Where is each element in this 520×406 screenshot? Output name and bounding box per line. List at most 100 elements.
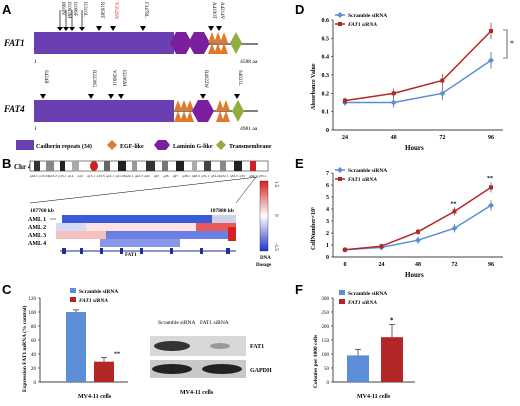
fat4-egf-domains xyxy=(174,100,194,122)
c-ytick: 20 xyxy=(31,367,37,372)
f-ytick: 100 xyxy=(322,353,330,358)
f-ytick: 300 xyxy=(322,297,330,302)
row-label-aml4: AML 4 xyxy=(28,241,46,247)
legend-laminin-label: Laminin G-like xyxy=(173,144,213,150)
copy-number-diagram: Chr 4 p16.1 p15.33 p15.2 p15.1 p14 q12 q13.1 q1… xyxy=(14,160,278,268)
dChart-point xyxy=(391,91,396,96)
row-label-aml1: AML 1 xyxy=(28,217,46,223)
eChart-point xyxy=(451,225,458,232)
eChart-ytick: 7 xyxy=(326,171,329,177)
dChart-xtick: 24 xyxy=(342,135,348,141)
dChart-ytick: 0.6 xyxy=(322,18,330,24)
f-ytick: 0 xyxy=(327,381,330,386)
chromosome-ideogram xyxy=(29,160,269,172)
gene-track xyxy=(60,248,236,254)
svg-text:R1958T: R1958T xyxy=(99,2,104,18)
fat1-mutation-8: A4214V xyxy=(216,2,224,31)
c-ytick: 120 xyxy=(29,297,37,302)
western-blot: Scramble siRNA FAT1 siRNA FAT1 GAPDH MV4… xyxy=(150,320,272,396)
c-legend-fat1: FAT1 siRNA xyxy=(79,298,108,304)
blot-fat1-label: FAT1 xyxy=(250,344,264,350)
svg-text:0: 0 xyxy=(273,214,278,217)
f-legend-fat1: FAT1 siRNA xyxy=(348,300,377,306)
svg-text:FAT1 siRNA: FAT1 siRNA xyxy=(200,320,229,326)
eChart-point xyxy=(489,185,493,190)
fat1-laminin-domain-1 xyxy=(170,32,192,54)
eChart-xtick: 24 xyxy=(379,262,385,268)
f-legend-red-swatch xyxy=(339,299,345,304)
svg-text:V2529X: V2529X xyxy=(113,2,118,20)
eChart-ytick: 1 xyxy=(326,243,329,249)
c-legend-red-swatch xyxy=(70,297,76,302)
band-label: q21.23 xyxy=(116,174,126,178)
fat4-laminin-domain xyxy=(192,100,214,122)
f-ytick: 200 xyxy=(322,325,330,330)
eChart-point xyxy=(343,247,347,252)
fat4-egf-domains-2 xyxy=(216,100,230,122)
svg-text:1.5: 1.5 xyxy=(273,181,278,188)
dChart-series-0 xyxy=(345,59,492,104)
dChart-ytick: 0.4 xyxy=(322,55,330,61)
legend-cadherin-label: Cadherin repeats (34) xyxy=(36,143,92,150)
f-ytick: 250 xyxy=(322,311,330,316)
band-label: p16.1 xyxy=(30,174,38,178)
f-ylabel: Colonies per 1000 cells xyxy=(313,335,319,388)
fat1-mutation-5: V2529X xyxy=(110,2,118,31)
svg-text:S4631L: S4631L xyxy=(237,70,242,86)
c-bar-1 xyxy=(94,361,114,382)
eChart-xtick: 72 xyxy=(452,262,458,268)
dChart-ytick: 0.2 xyxy=(322,91,330,97)
panel-label-e: E xyxy=(295,156,304,171)
band-label: q13.1 xyxy=(87,174,95,178)
fat4-mutation-markers: S424R R2239G V2891I I3206M R4022W S4631L xyxy=(40,70,242,99)
fat4-mutation-1: R2239G xyxy=(88,70,96,99)
c-bars: ** xyxy=(66,309,120,382)
dChart-point xyxy=(343,98,347,103)
svg-text:Dosage: Dosage xyxy=(256,263,272,268)
band-label: q24 xyxy=(144,174,150,178)
f-significance: * xyxy=(390,317,394,325)
band-label: q31.1 xyxy=(201,174,209,178)
blot-xlabel: MV4-11 cells xyxy=(180,390,214,396)
fat4-mutation-2: V2891I xyxy=(108,70,116,99)
svg-text:R4022W: R4022W xyxy=(203,70,208,88)
fat4-gene-label: FAT4 xyxy=(3,104,25,114)
f-bar-0 xyxy=(347,355,369,382)
svg-text:I1093M: I1093M xyxy=(66,2,71,19)
fat1-egf-domains xyxy=(208,32,228,54)
panel-label-f: F xyxy=(295,282,303,297)
band-label: p15.1 xyxy=(59,174,67,178)
band-label: q34.3 xyxy=(249,174,257,178)
f-ytick: 50 xyxy=(324,367,330,372)
legend-laminin-swatch xyxy=(154,140,170,150)
dChart-xtick: 72 xyxy=(439,135,445,141)
fat1-start-label: 1 xyxy=(34,59,37,65)
dChart-ytick: 0.1 xyxy=(322,110,330,116)
band-label: q31.22 xyxy=(211,174,221,178)
fat1-gene-label: FAT1 xyxy=(3,38,25,48)
fat4-start-label: 1 xyxy=(34,126,37,132)
dChart-point xyxy=(439,90,446,97)
fat4-mutation-4: R4022W xyxy=(200,70,208,99)
fat1-mutation-7: A4190T xyxy=(208,2,216,31)
eChart-ytick: 3 xyxy=(326,219,329,225)
eChart-point xyxy=(379,244,384,249)
dChart-point xyxy=(440,78,445,83)
band-label: q22.3 xyxy=(135,174,143,178)
band-label: q28.3 xyxy=(192,174,200,178)
fat1-cadherin-domain xyxy=(34,32,174,54)
svg-text:I993N: I993N xyxy=(60,2,65,15)
legend-egf-label: EGF-like xyxy=(120,144,144,150)
eChart-point xyxy=(452,209,457,214)
band-label: q12 xyxy=(78,174,84,178)
c-ytick: 60 xyxy=(31,339,37,344)
band-label: p14 xyxy=(68,174,74,178)
panel-f-chart: Colonies per 1000 cells 0 50 100 150 200 250 3… xyxy=(313,290,415,400)
c-ytick: 40 xyxy=(31,353,37,358)
band-label: q13.3 xyxy=(97,174,105,178)
f-legend-blue-swatch xyxy=(339,290,345,295)
dChart-xtick: 48 xyxy=(391,135,397,141)
panel-label-c: C xyxy=(2,282,12,297)
fat1-mutation-markers: I993N I1093M I1099F I1310L R1958T V2529X… xyxy=(57,2,224,31)
fat1-transmembrane-domain xyxy=(230,32,242,54)
